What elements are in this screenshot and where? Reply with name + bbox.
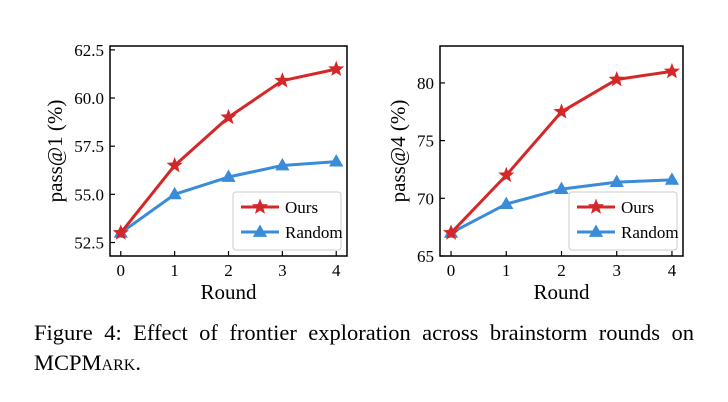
legend-label: Ours <box>285 198 318 217</box>
y-tick-label: 80 <box>417 74 434 93</box>
x-tick-label: 4 <box>668 261 677 280</box>
x-axis-label: Round <box>533 280 590 304</box>
data-point-random <box>329 154 344 167</box>
y-tick-label: 57.5 <box>74 137 104 156</box>
x-tick-label: 1 <box>502 261 511 280</box>
legend-label: Ours <box>621 198 654 217</box>
x-tick-label: 2 <box>224 261 233 280</box>
data-point-ours <box>553 103 570 119</box>
legend-label: Random <box>285 223 343 242</box>
data-point-ours <box>220 108 237 125</box>
caption-smallcaps: Mark <box>81 350 136 375</box>
x-tick-label: 0 <box>117 261 126 280</box>
x-tick-label: 4 <box>332 261 341 280</box>
chart-2: 0 1 2 3 4 65 70 75 80 Round pass@4 (%) Ours Random <box>386 45 684 304</box>
x-tick-label: 3 <box>278 261 287 280</box>
x-tick-label: 0 <box>447 261 456 280</box>
y-axis-label: pass@1 (%) <box>43 100 67 203</box>
data-point-ours <box>274 72 291 88</box>
y-tick-label: 75 <box>417 132 434 151</box>
legend-marker <box>587 198 605 214</box>
legend-marker <box>251 198 269 214</box>
data-point-ours <box>498 166 515 183</box>
y-tick-label: 52.5 <box>74 234 104 253</box>
y-tick-label: 65 <box>417 247 434 266</box>
legend: Ours Random <box>232 191 343 251</box>
data-point-random <box>499 196 514 209</box>
data-point-ours <box>328 60 345 76</box>
data-point-random <box>275 157 290 171</box>
data-point-random <box>554 181 569 194</box>
legend-marker <box>588 224 604 237</box>
y-tick-label: 70 <box>417 189 434 208</box>
figure-caption: Figure 4: Effect of frontier exploration… <box>34 318 694 378</box>
chart-1: 0 1 2 3 4 52.5 55.0 57.5 60.0 62.5 Round pass@1 (%)… <box>43 41 348 304</box>
data-point-ours <box>166 156 183 173</box>
data-point-random <box>664 172 680 185</box>
data-point-random <box>167 186 182 200</box>
y-axis-label: pass@4 (%) <box>386 100 410 203</box>
caption-text: Figure 4: Effect of frontier exploration… <box>34 320 694 375</box>
legend-marker <box>252 224 268 237</box>
data-point-ours <box>663 62 681 79</box>
data-point-random <box>609 174 624 188</box>
data-point-ours <box>608 70 625 87</box>
x-tick-label: 1 <box>170 261 179 280</box>
x-tick-label: 2 <box>557 261 566 280</box>
data-point-ours <box>442 224 460 240</box>
y-tick-label: 62.5 <box>74 41 104 60</box>
y-tick-label: 55.0 <box>74 185 104 204</box>
data-point-ours <box>112 224 129 240</box>
x-tick-label: 3 <box>612 261 621 280</box>
figure: 0 1 2 3 4 52.5 55.0 57.5 60.0 62.5 Round pass@1 (%)… <box>43 41 684 304</box>
caption-suffix: . <box>135 350 141 375</box>
data-point-random <box>221 169 236 182</box>
y-tick-label: 60.0 <box>74 89 104 108</box>
x-axis-label: Round <box>200 280 257 304</box>
legend: Ours Random <box>568 191 679 251</box>
legend-label: Random <box>621 223 679 242</box>
